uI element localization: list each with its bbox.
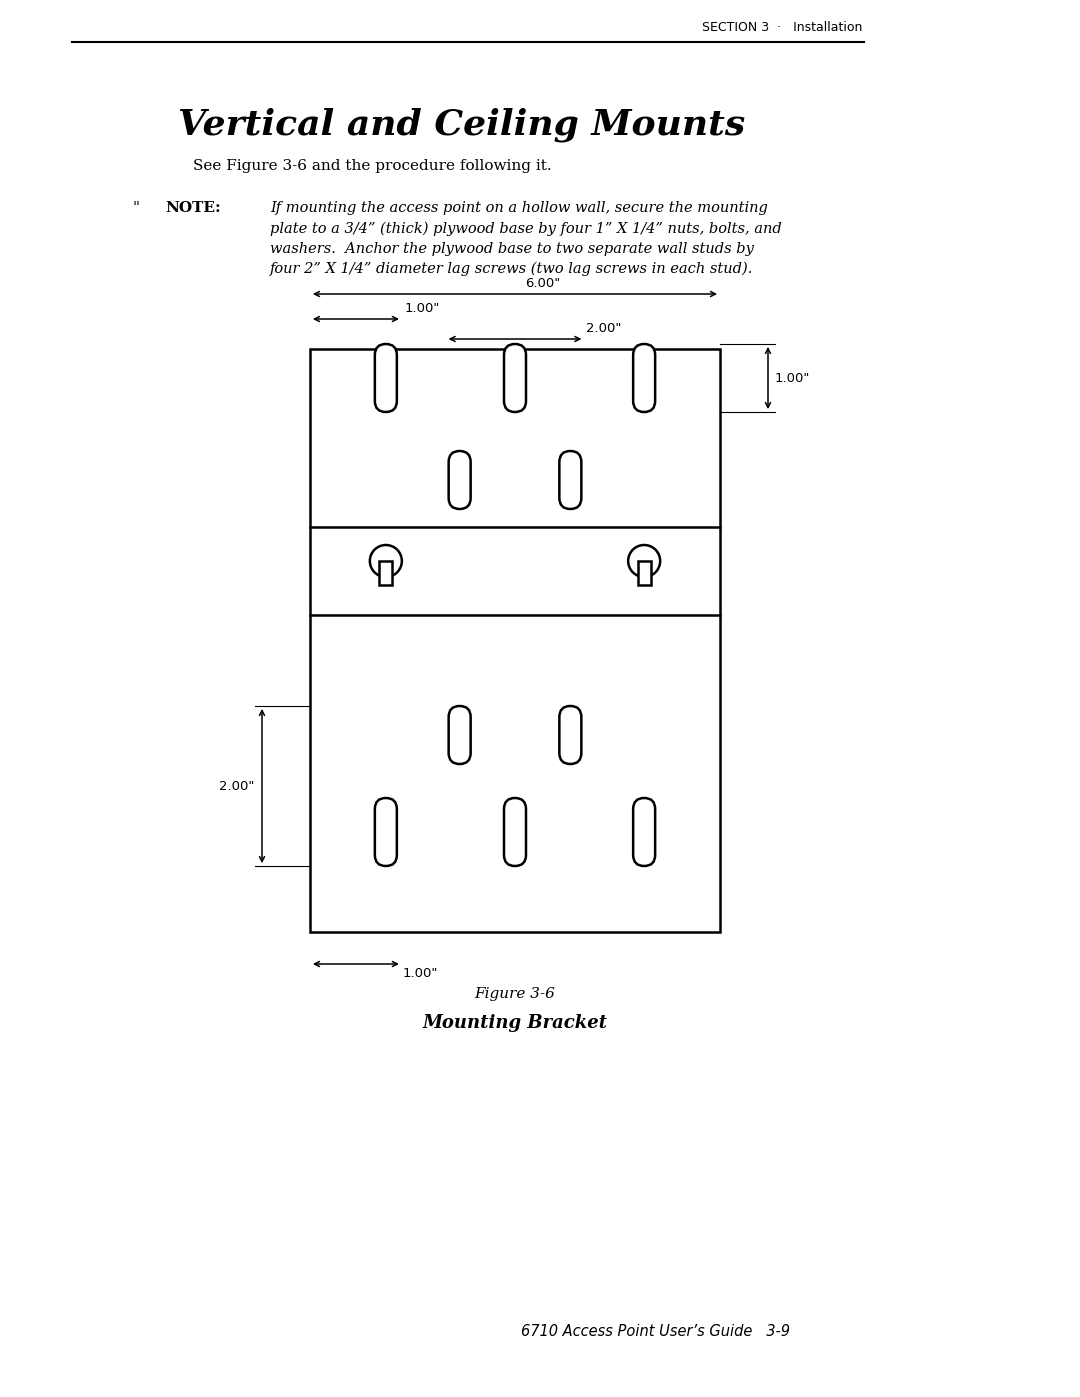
Text: 1.00": 1.00" xyxy=(403,967,438,981)
FancyBboxPatch shape xyxy=(448,451,471,509)
FancyBboxPatch shape xyxy=(633,798,656,866)
Text: NOTE:: NOTE: xyxy=(165,201,220,215)
FancyBboxPatch shape xyxy=(375,798,396,866)
Text: 6710 Access Point User’s Guide   3-9: 6710 Access Point User’s Guide 3-9 xyxy=(521,1324,789,1340)
Text: Mounting Bracket: Mounting Bracket xyxy=(422,1014,608,1032)
Text: 2.00": 2.00" xyxy=(218,780,254,792)
Text: See Figure 3-6 and the procedure following it.: See Figure 3-6 and the procedure followi… xyxy=(193,159,552,173)
Text: 2.00": 2.00" xyxy=(586,321,622,335)
Text: 6.00": 6.00" xyxy=(525,277,561,291)
Text: ": " xyxy=(132,201,139,215)
Circle shape xyxy=(369,545,402,577)
Polygon shape xyxy=(637,562,650,585)
FancyBboxPatch shape xyxy=(448,705,471,764)
Circle shape xyxy=(629,545,660,577)
Text: Figure 3-6: Figure 3-6 xyxy=(474,988,555,1002)
FancyBboxPatch shape xyxy=(559,705,581,764)
FancyBboxPatch shape xyxy=(375,344,396,412)
Text: If mounting the access point on a hollow wall, secure the mounting
plate to a 3/: If mounting the access point on a hollow… xyxy=(270,201,782,277)
FancyBboxPatch shape xyxy=(559,451,581,509)
FancyBboxPatch shape xyxy=(633,344,656,412)
Text: 1.00": 1.00" xyxy=(405,302,441,314)
Polygon shape xyxy=(379,562,392,585)
FancyBboxPatch shape xyxy=(504,798,526,866)
FancyBboxPatch shape xyxy=(504,344,526,412)
Text: 1.00": 1.00" xyxy=(775,372,810,384)
Text: Vertical and Ceiling Mounts: Vertical and Ceiling Mounts xyxy=(178,108,745,141)
Text: SECTION 3  ·   Installation: SECTION 3 · Installation xyxy=(702,21,862,34)
